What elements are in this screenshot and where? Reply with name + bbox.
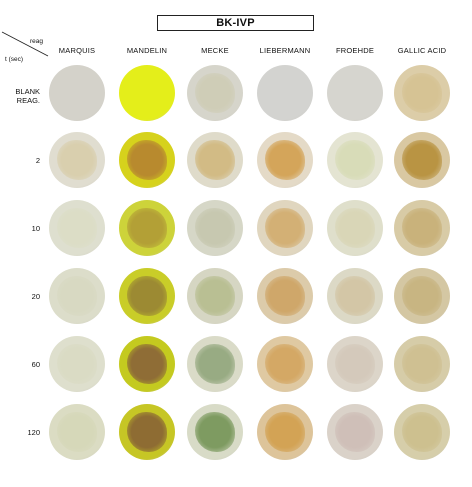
reaction-spot <box>127 276 167 316</box>
reaction-spot <box>195 140 235 180</box>
test-well <box>49 404 105 460</box>
reaction-spot <box>402 412 442 452</box>
test-well <box>187 132 243 188</box>
test-well <box>49 268 105 324</box>
reaction-spot <box>335 276 375 316</box>
reaction-spot <box>195 73 235 113</box>
reaction-spot <box>402 344 442 384</box>
test-well <box>49 336 105 392</box>
row-label-line: 2 <box>35 156 40 165</box>
column-header-mandelin: MANDELIN <box>126 46 168 55</box>
test-well <box>394 65 450 121</box>
test-well <box>119 336 175 392</box>
test-well <box>49 65 105 121</box>
time-axis-label: t (sec) <box>5 56 24 63</box>
row-label: BLANK REAG. <box>0 87 40 105</box>
test-well <box>119 200 175 256</box>
reaction-spot <box>127 412 167 452</box>
reaction-spot <box>195 276 235 316</box>
row-label-line: REAG. <box>16 96 40 105</box>
row-label-line: 10 <box>31 224 40 233</box>
test-well <box>119 404 175 460</box>
reaction-spot <box>402 73 442 113</box>
test-well <box>394 132 450 188</box>
reaction-spot <box>127 208 167 248</box>
row-label: 20 <box>0 292 40 301</box>
row-label-line: 120 <box>27 428 40 437</box>
test-well <box>327 404 383 460</box>
reaction-spot <box>265 140 305 180</box>
reaction-spot <box>335 140 375 180</box>
reaction-spot <box>57 140 97 180</box>
row-label: 2 <box>0 156 40 165</box>
test-well <box>257 65 313 121</box>
test-well <box>327 268 383 324</box>
column-header-liebermann: LIEBERMANN <box>259 46 311 55</box>
column-header-gallic-acid: GALLIC ACID <box>397 46 447 55</box>
column-header-mecke: MECKE <box>201 46 229 55</box>
test-well <box>187 200 243 256</box>
reaction-spot <box>57 208 97 248</box>
reaction-spot <box>195 412 235 452</box>
test-well <box>327 65 383 121</box>
test-well <box>49 200 105 256</box>
test-well <box>187 268 243 324</box>
test-well <box>257 336 313 392</box>
row-label: 60 <box>0 360 40 369</box>
column-header-marquis: MARQUIS <box>58 46 96 55</box>
corner-diagonal-line <box>1 31 49 57</box>
test-well <box>394 200 450 256</box>
reaction-spot <box>402 140 442 180</box>
test-well <box>187 404 243 460</box>
reagent-axis-label: reag <box>30 38 44 45</box>
reaction-spot <box>127 140 167 180</box>
reaction-spot <box>57 276 97 316</box>
reaction-spot <box>402 208 442 248</box>
reaction-spot <box>335 412 375 452</box>
row-label: 10 <box>0 224 40 233</box>
reaction-spot <box>335 344 375 384</box>
row-label-line: BLANK <box>15 87 40 96</box>
row-label-line: 60 <box>31 360 40 369</box>
test-well <box>327 336 383 392</box>
test-well <box>119 65 175 121</box>
reaction-spot <box>195 344 235 384</box>
reaction-spot <box>265 208 305 248</box>
reaction-spot <box>195 208 235 248</box>
reaction-spot <box>265 344 305 384</box>
reaction-spot <box>402 276 442 316</box>
test-well <box>394 268 450 324</box>
test-well <box>257 200 313 256</box>
test-well <box>327 132 383 188</box>
test-well <box>119 132 175 188</box>
test-well <box>394 404 450 460</box>
reaction-spot <box>57 344 97 384</box>
test-well <box>187 336 243 392</box>
test-well <box>394 336 450 392</box>
test-well <box>257 404 313 460</box>
chart-title: BK-IVP <box>157 15 314 31</box>
row-label-line: 20 <box>31 292 40 301</box>
test-well <box>49 132 105 188</box>
corner-header: reag t (sec) <box>0 30 50 74</box>
reaction-spot <box>57 412 97 452</box>
reaction-spot <box>265 276 305 316</box>
test-well <box>257 268 313 324</box>
reaction-spot <box>127 344 167 384</box>
column-header-froehde: FROEHDE <box>335 46 375 55</box>
reaction-spot <box>335 208 375 248</box>
test-well <box>327 200 383 256</box>
reaction-spot <box>265 412 305 452</box>
test-well <box>187 65 243 121</box>
test-well <box>257 132 313 188</box>
test-well <box>119 268 175 324</box>
row-label: 120 <box>0 428 40 437</box>
